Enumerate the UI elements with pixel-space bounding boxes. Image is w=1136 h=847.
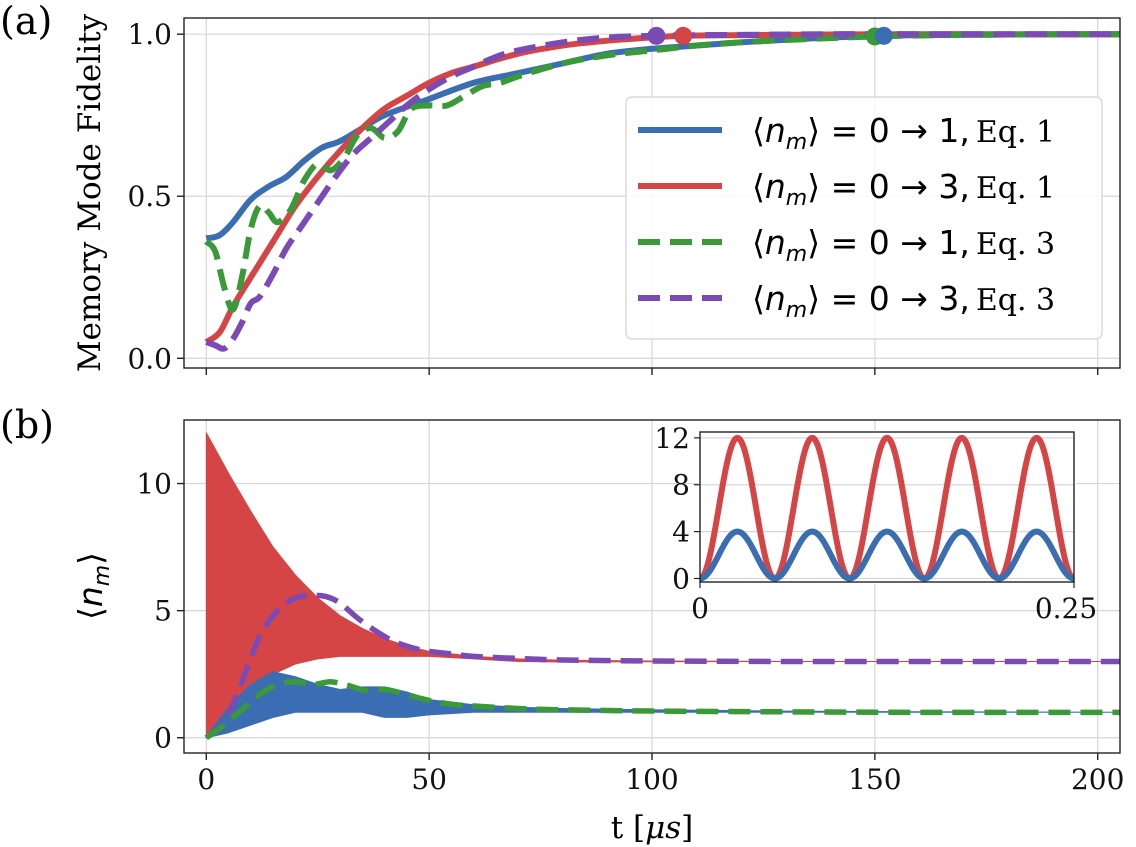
panel-a-ylabel: Memory Mode Fidelity <box>72 13 108 372</box>
panel-b-xlabel: t [μs] <box>611 810 694 846</box>
panel-b-xtick-label: 150 <box>848 763 901 796</box>
panel-b-ytick-label: 5 <box>154 595 172 628</box>
inset-series-line <box>700 434 1074 582</box>
inset-ytick-label: 12 <box>654 422 690 455</box>
panel-a-ytick-label: 0.0 <box>127 342 172 375</box>
inset-frame <box>699 431 1075 583</box>
panel-b-xtick-label: 200 <box>1071 763 1124 796</box>
legend-label: ⟨nm⟩ = 0 → 3, Eq. 1 <box>752 167 1055 211</box>
panel-b-oscillation-band <box>205 671 1120 739</box>
panel-a-series-line <box>205 31 1120 352</box>
legend-label: ⟨nm⟩ = 0 → 1, Eq. 1 <box>752 111 1055 155</box>
legend-label: ⟨nm⟩ = 0 → 1, Eq. 3 <box>752 223 1055 267</box>
legend: ⟨nm⟩ = 0 → 1, Eq. 1 ⟨nm⟩ = 0 → 3, Eq. 1 ⟨nm⟩… <box>625 96 1103 340</box>
panel-a-convergence-marker <box>674 26 693 45</box>
panel-a-ytick-label: 1.0 <box>127 18 172 51</box>
inset-ytick-label: 8 <box>672 469 690 502</box>
panel-a-convergence-marker <box>874 26 893 45</box>
panel-a-ytick-label: 0.5 <box>127 180 172 213</box>
inset-plot: 0 4 8 12 0 0.25 <box>654 422 1097 625</box>
panel-a-series-line <box>204 31 1120 313</box>
panel-b-xtick-label: 0 <box>197 763 215 796</box>
panel-a-label: (a) <box>0 0 52 43</box>
panel-b-ytick-label: 10 <box>136 468 172 501</box>
panel-b-plot: 0 50 100 150 200 0 5 10 ⟨nm⟩ t [μs] 0 4 8 12 0 0.25 <box>71 419 1124 846</box>
inset-ytick-label: 0 <box>672 562 690 595</box>
panel-b-series-line <box>204 679 1120 740</box>
inset-xtick-label: 0 <box>691 592 709 625</box>
panel-b-ytick-label: 0 <box>154 722 172 755</box>
panel-a-plot: 0.0 0.5 1.0 Memory Mode Fidelity ⟨nm⟩ = 0 … <box>72 13 1121 375</box>
panel-b-xtick-label: 50 <box>411 763 447 796</box>
panel-b-xtick-label: 100 <box>625 763 678 796</box>
inset-ytick-label: 4 <box>672 516 690 549</box>
panel-b-ylabel: ⟨nm⟩ <box>71 552 115 620</box>
panel-b-series-line <box>204 592 1120 740</box>
inset-xtick-label: 0.25 <box>1035 592 1097 625</box>
inset-series-line <box>700 528 1074 582</box>
legend-box <box>625 96 1103 340</box>
panel-a-convergence-marker <box>647 26 666 45</box>
panel-b-label: (b) <box>0 403 54 447</box>
legend-label: ⟨nm⟩ = 0 → 3, Eq. 3 <box>752 279 1055 323</box>
